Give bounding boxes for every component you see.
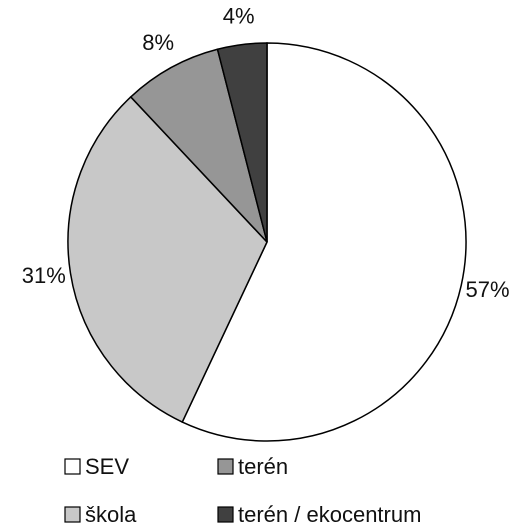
legend-swatch [217, 458, 234, 475]
legend-swatch [64, 506, 81, 523]
pie-slice [129, 48, 268, 243]
pie-slice [181, 42, 467, 442]
slice-label: 4% [223, 4, 255, 29]
pie-slice [216, 42, 268, 243]
legend-label: terén [238, 454, 288, 479]
legend-label: škola [85, 502, 137, 527]
slice-label: 57% [466, 277, 510, 302]
legend-label: terén / ekocentrum [238, 502, 421, 527]
legend-swatch [64, 458, 81, 475]
legend-label: SEV [85, 454, 129, 479]
slice-label: 31% [22, 263, 66, 288]
legend-swatch [217, 506, 234, 523]
pie-slice [67, 95, 268, 424]
slice-label: 8% [142, 30, 174, 55]
